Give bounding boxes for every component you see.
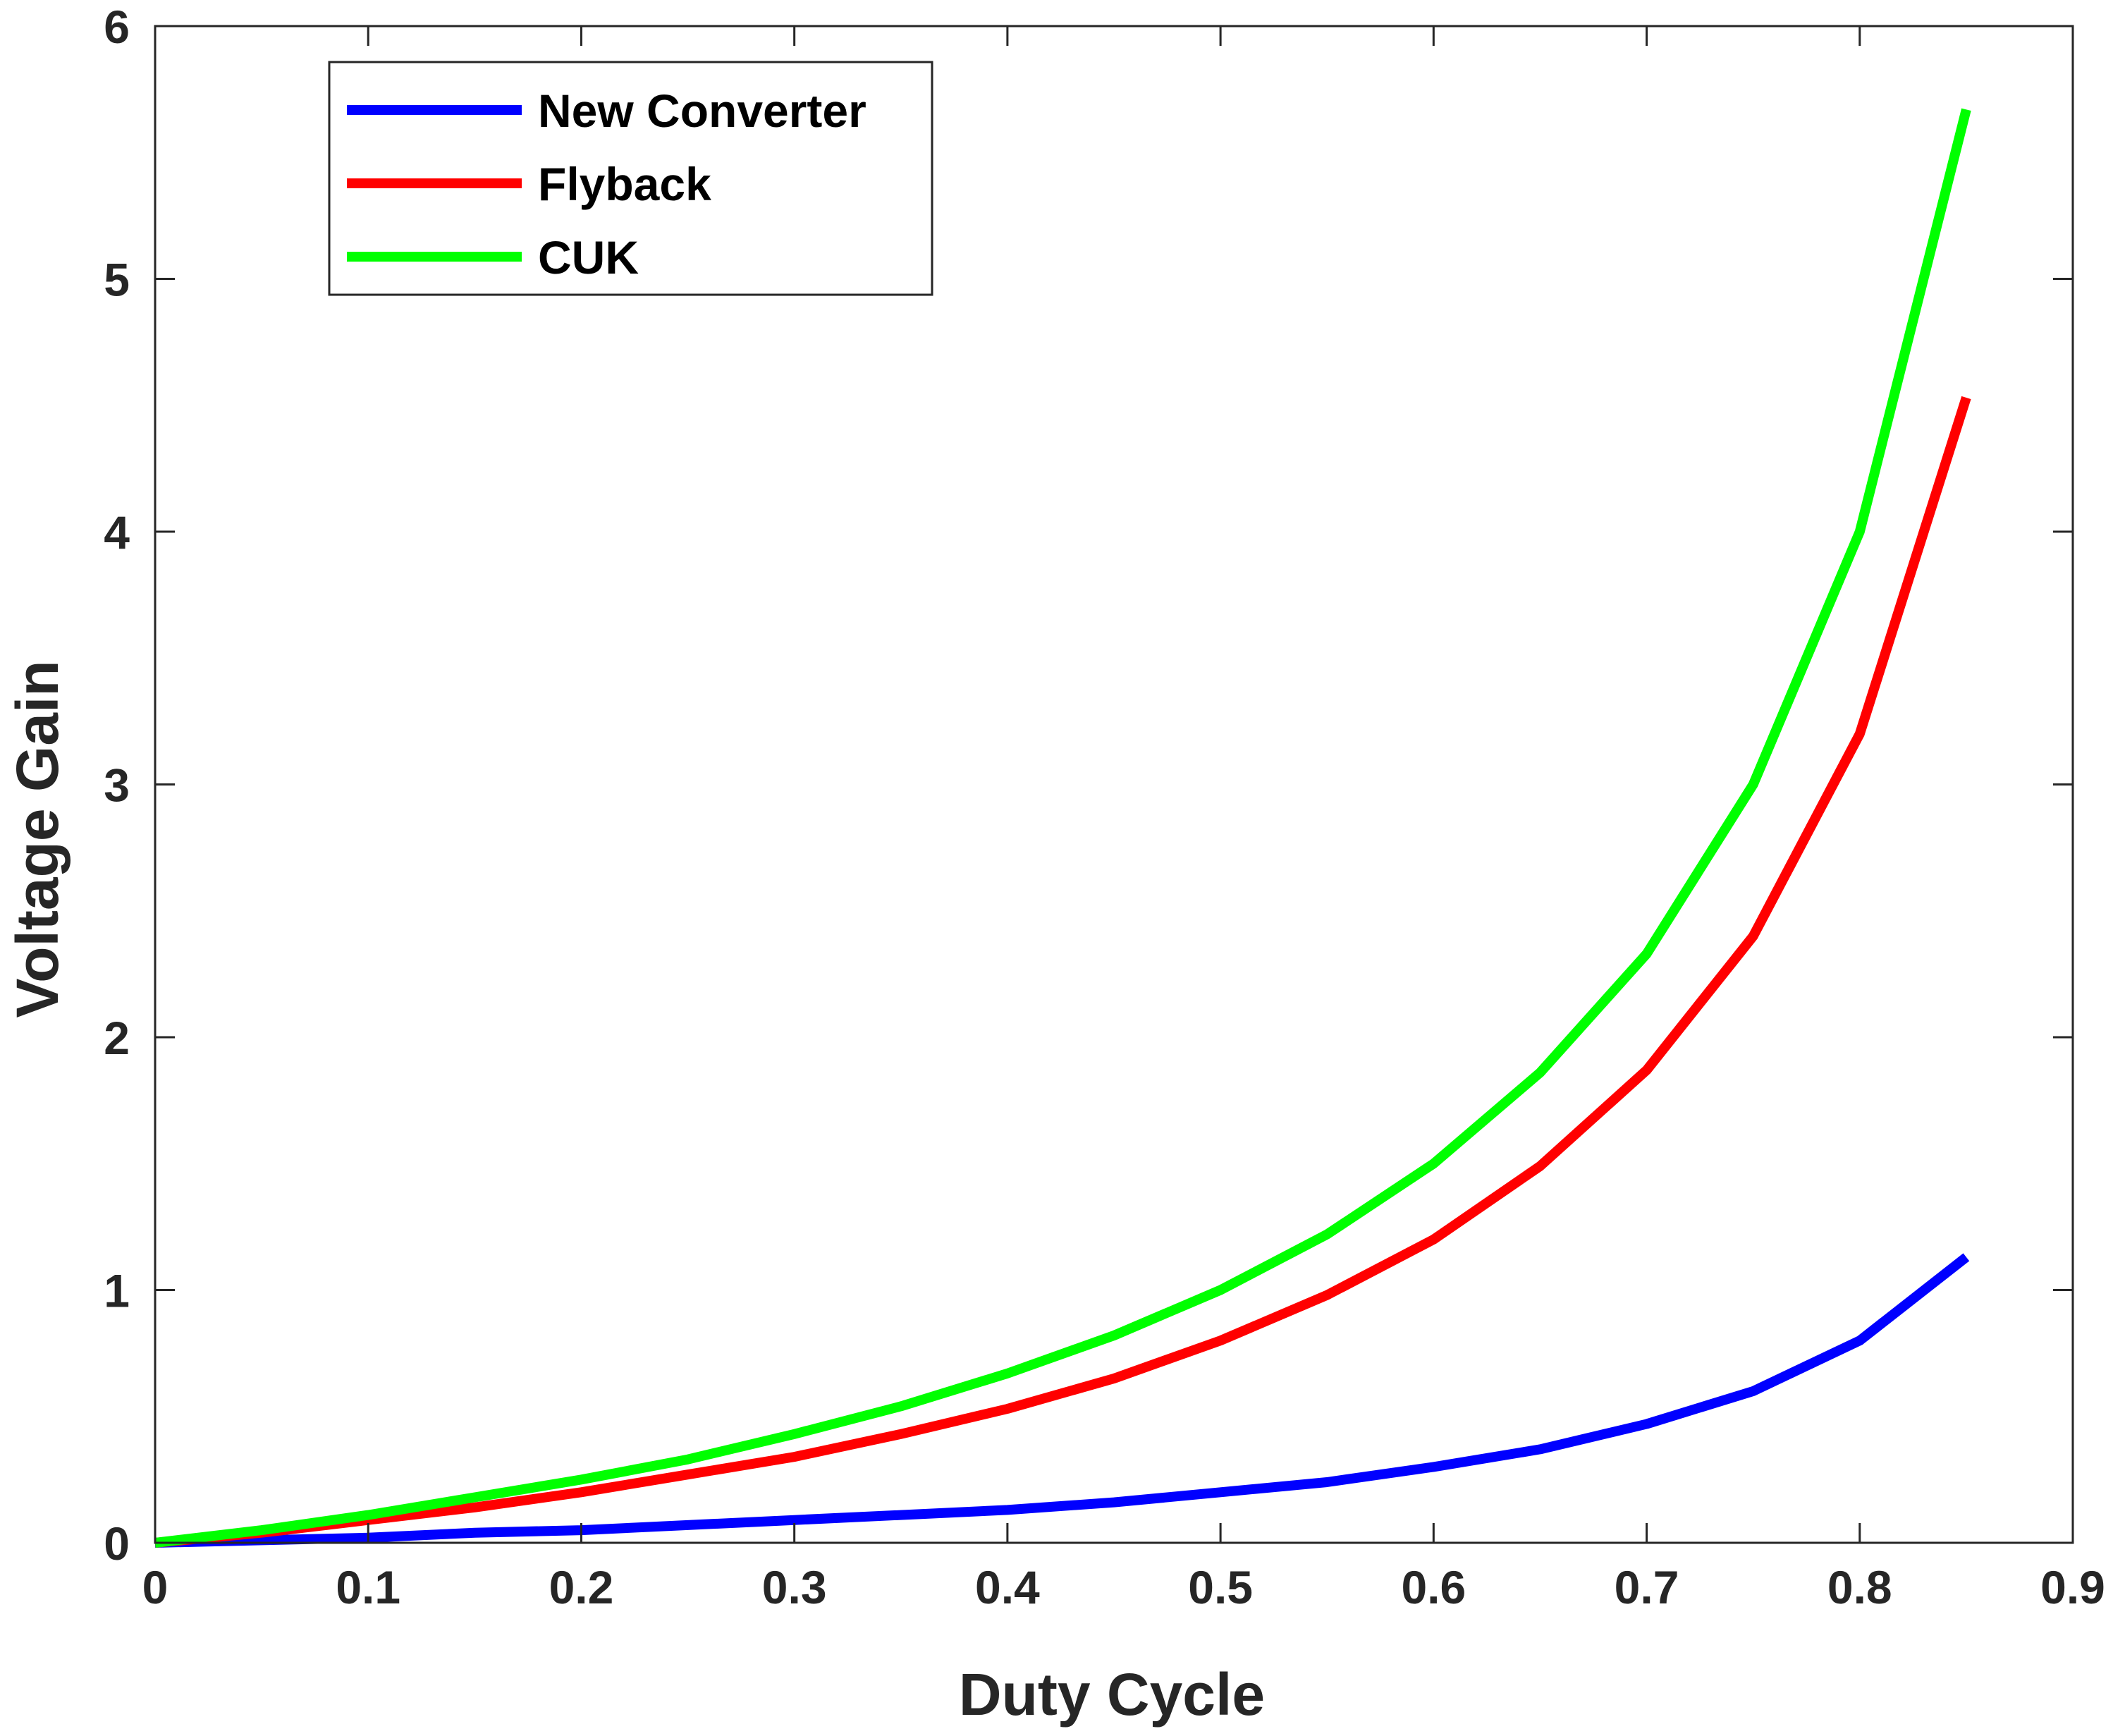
x-tick-label: 0.2 — [549, 1561, 614, 1613]
legend-label-new-converter: New Converter — [538, 85, 866, 137]
legend-label-flyback: Flyback — [538, 158, 711, 210]
x-tick-label: 0 — [142, 1561, 169, 1613]
x-tick-label: 0.6 — [1401, 1561, 1466, 1613]
series-line-cuk — [154, 108, 1971, 1548]
legend-label-cuk: CUK — [538, 231, 639, 283]
y-tick-label: 0 — [104, 1517, 130, 1570]
x-axis-title: Duty Cycle — [959, 1661, 1265, 1728]
x-tick-label: 0.5 — [1188, 1561, 1253, 1613]
series-line-new-converter — [154, 1253, 1970, 1548]
legend-item-flyback: Flyback — [347, 158, 711, 210]
x-tick-label: 0.3 — [762, 1561, 827, 1613]
labels-layer: 0 0.1 0.2 0.3 0.4 0.5 0.6 0.7 0.8 0.9 0 1 2 3 4 5 6 — [104, 1, 2105, 1613]
legend-item-new-converter: New Converter — [347, 85, 866, 137]
y-tick-label: 1 — [104, 1265, 130, 1317]
x-tick-label: 0.8 — [1827, 1561, 1892, 1613]
series-layer — [154, 108, 1971, 1548]
x-tick-label: 0.4 — [975, 1561, 1040, 1613]
legend-items: New Converter Flyback CUK — [347, 85, 866, 283]
y-tick-label: 4 — [104, 506, 130, 558]
legend-item-cuk: CUK — [347, 231, 639, 283]
y-axis-title: Voltage Gain — [4, 660, 71, 1017]
x-tick-label: 0.7 — [1615, 1561, 1679, 1613]
series-line-flyback — [154, 396, 1971, 1548]
x-tick-label: 0.1 — [336, 1561, 400, 1613]
legend: New Converter Flyback CUK — [328, 61, 933, 296]
y-tick-label: 3 — [104, 759, 130, 812]
y-tick-label: 5 — [104, 254, 130, 306]
x-tick-label: 0.9 — [2040, 1561, 2105, 1613]
axes-layer — [154, 25, 2074, 1544]
y-tick-label: 2 — [104, 1012, 130, 1064]
y-tick-label: 6 — [104, 1, 130, 53]
